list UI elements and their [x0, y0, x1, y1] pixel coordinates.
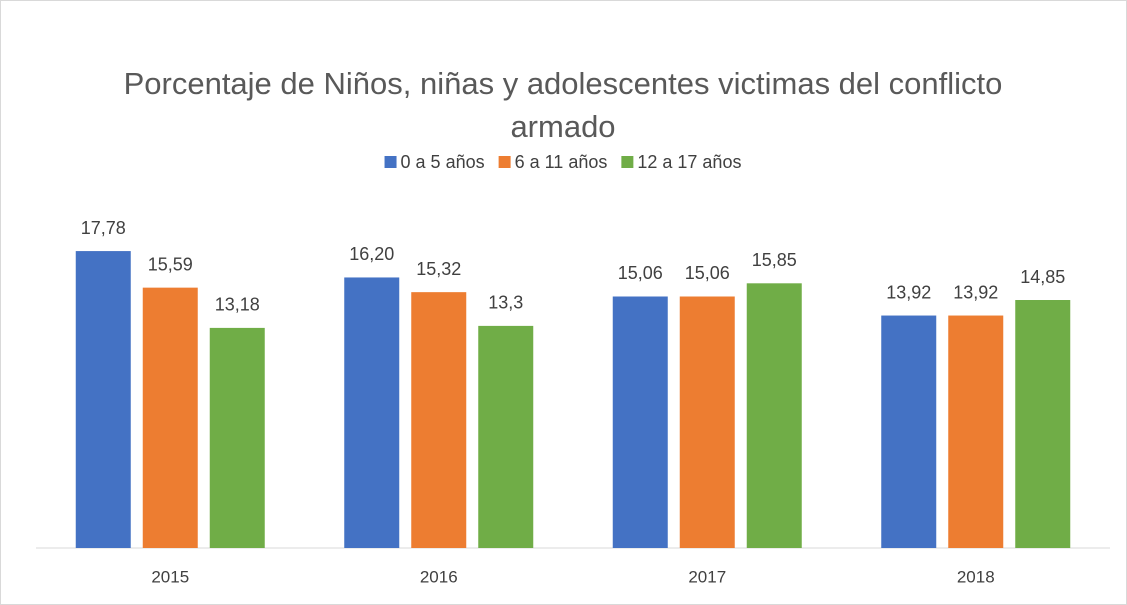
legend-swatch [384, 156, 397, 168]
bar [746, 283, 802, 548]
data-label: 15,85 [752, 250, 797, 270]
x-tick-label: 2016 [420, 567, 458, 586]
data-label: 13,92 [886, 282, 931, 302]
data-label: 15,32 [416, 259, 461, 279]
data-label: 14,85 [1020, 267, 1065, 287]
x-tick-label: 2015 [151, 567, 189, 586]
chart-title: Porcentaje de Niños, niñas y adolescente… [123, 66, 1003, 144]
bar [679, 296, 735, 548]
data-label: 15,06 [685, 263, 730, 283]
legend-label: 12 a 17 años [637, 152, 741, 172]
data-label: 17,78 [81, 218, 126, 238]
bar [948, 315, 1004, 548]
data-label: 13,92 [953, 282, 998, 302]
legend-swatch [621, 156, 634, 168]
x-tick-label: 2018 [957, 567, 995, 586]
data-label: 13,18 [215, 295, 260, 315]
bar [209, 327, 265, 548]
bar [478, 325, 534, 548]
bar [344, 277, 400, 548]
data-label: 13,3 [488, 293, 523, 313]
legend-label: 0 a 5 años [401, 152, 485, 172]
bar [612, 296, 668, 548]
x-tick-label: 2017 [688, 567, 726, 586]
bar [411, 292, 467, 548]
bar [142, 287, 198, 548]
legend-swatch [498, 156, 511, 168]
data-label: 16,20 [349, 244, 394, 264]
bar [1015, 300, 1071, 548]
bar [75, 251, 131, 548]
data-label: 15,06 [618, 263, 663, 283]
data-label: 15,59 [148, 254, 193, 274]
bar [881, 315, 937, 548]
legend-label: 6 a 11 años [515, 152, 608, 172]
